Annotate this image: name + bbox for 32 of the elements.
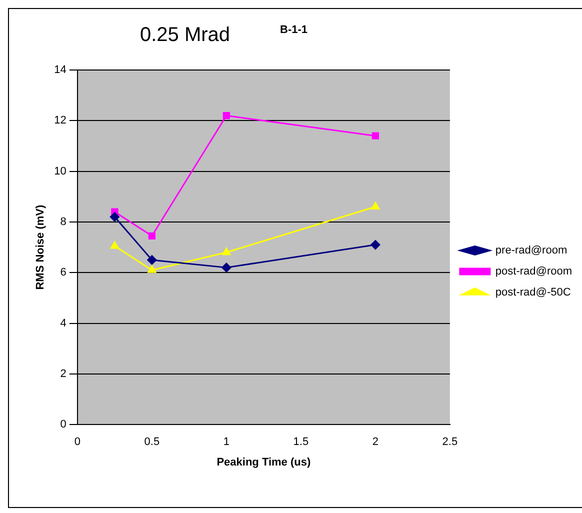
y-tick-label: 4 (60, 317, 66, 330)
x-tick-label: 0.5 (144, 436, 160, 448)
point (222, 112, 230, 120)
x-axis-title: Peaking Time (us) (216, 456, 311, 468)
chart-subtitle: B-1-1 (280, 24, 308, 36)
point (372, 132, 379, 140)
point (147, 255, 157, 265)
x-tick-label: 2 (372, 436, 378, 448)
point (371, 202, 380, 210)
y-tick-label: 14 (54, 64, 66, 76)
y-tick-label: 0 (60, 418, 66, 431)
x-tick-label: 1 (223, 436, 230, 448)
point (222, 248, 231, 256)
x-tick-label: 2.5 (442, 436, 458, 448)
legend-label: post-rad@room (495, 266, 572, 278)
x-tick-label: 0 (74, 436, 80, 448)
y-axis-title: RMS Noise (mV) (34, 204, 47, 290)
y-tick-label: 2 (60, 368, 66, 380)
point (110, 241, 119, 249)
legend-label: post-rad@-50C (495, 286, 571, 299)
y-tick-label: 6 (60, 266, 66, 279)
x-tick-label: 1.5 (293, 436, 309, 448)
y-tick-label: 12 (54, 114, 66, 127)
y-tick-label: 8 (60, 216, 66, 228)
y-tick-label: 10 (54, 165, 66, 178)
legend-label: pre-rad@room (495, 244, 568, 257)
point (148, 265, 156, 273)
chart-title: 0.25 Mrad (140, 24, 230, 47)
point (222, 262, 232, 272)
point (148, 232, 156, 240)
point (370, 240, 380, 250)
point (110, 212, 120, 222)
